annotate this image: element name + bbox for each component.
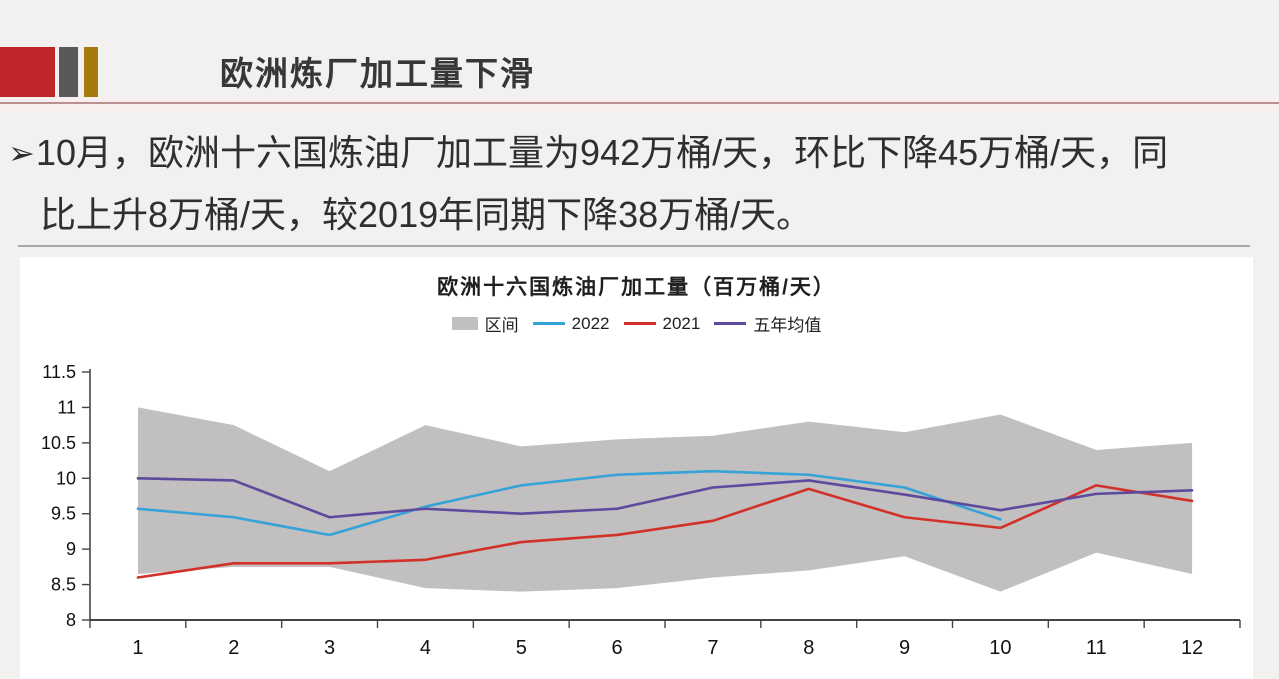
x-tick-label: 5 xyxy=(516,637,527,659)
legend-item-2022: 2022 xyxy=(532,313,610,334)
x-tick-label: 6 xyxy=(612,637,623,659)
x-tick-label: 11 xyxy=(1086,637,1107,659)
legend-label: 2022 xyxy=(571,313,610,333)
legend-line-swatch xyxy=(623,322,656,325)
bullet-paragraph: ➢ 10月，欧洲十六国炼油厂加工量为942万桶/天，环比下降45万桶/天，同 比… xyxy=(0,112,1279,246)
x-tick-label: 4 xyxy=(420,637,431,659)
y-tick-label: 9 xyxy=(66,539,76,559)
x-tick-label: 9 xyxy=(899,637,910,659)
range-band xyxy=(137,407,1193,592)
x-tick-label: 3 xyxy=(324,637,335,659)
y-tick-label: 11 xyxy=(57,397,76,417)
x-tick-label: 2 xyxy=(228,637,239,659)
legend-label: 2021 xyxy=(662,313,701,333)
legend-line-swatch xyxy=(532,322,565,325)
series-line-五年均值 xyxy=(136,476,1194,519)
x-tick-label: 12 xyxy=(1181,637,1203,659)
bullet-text-line-2: 比上升8万桶/天，较2019年同期下降38万桶/天。 xyxy=(40,194,813,235)
bullet-arrow-icon: ➢ xyxy=(8,135,35,171)
slide-header: 欧洲炼厂加工量下滑 xyxy=(0,0,1279,97)
chart-legend: 区间 2022 2021 五年均值 xyxy=(20,311,1253,336)
legend-label: 五年均值 xyxy=(753,316,822,335)
legend-line-swatch xyxy=(714,322,747,325)
bullet-text-line-1: 10月，欧洲十六国炼油厂加工量为942万桶/天，环比下降45万桶/天，同 xyxy=(36,132,1169,173)
x-tick-label: 8 xyxy=(803,637,814,659)
legend-item-2021: 2021 xyxy=(623,313,701,334)
x-tick-label: 10 xyxy=(989,637,1011,659)
y-tick-label: 9.5 xyxy=(51,504,76,524)
y-tick-label: 10.5 xyxy=(41,433,76,453)
header-divider xyxy=(0,97,1279,110)
legend-label: 区间 xyxy=(484,316,519,335)
y-tick-label: 11.5 xyxy=(42,362,76,382)
chart-top-rule xyxy=(18,245,1250,247)
accent-bar-gray xyxy=(59,47,78,97)
x-tick-label: 7 xyxy=(707,637,718,659)
series-line-2021 xyxy=(136,484,1194,579)
x-tick-label: 1 xyxy=(132,637,143,659)
legend-item-区间: 区间 xyxy=(451,311,519,336)
y-tick-label: 8.5 xyxy=(51,575,76,595)
accent-bar-gold xyxy=(84,47,98,97)
y-tick-label: 8 xyxy=(66,610,76,630)
legend-item-五年均值: 五年均值 xyxy=(714,311,821,336)
chart-title: 欧洲十六国炼油厂加工量（百万桶/天） xyxy=(437,276,836,299)
series-line-2022 xyxy=(136,469,1002,537)
legend-band-swatch xyxy=(451,317,478,330)
header-divider-line xyxy=(0,102,1279,104)
page-title: 欧洲炼厂加工量下滑 xyxy=(220,54,535,92)
y-tick-label: 10 xyxy=(56,468,76,488)
chart-panel: 8 8.5 9 9.5 10 10.5 11 11.5 1 2 3 4 5 6 7 8 9 10 11 12 欧洲十六… xyxy=(20,257,1253,679)
accent-bar-red xyxy=(0,47,55,97)
